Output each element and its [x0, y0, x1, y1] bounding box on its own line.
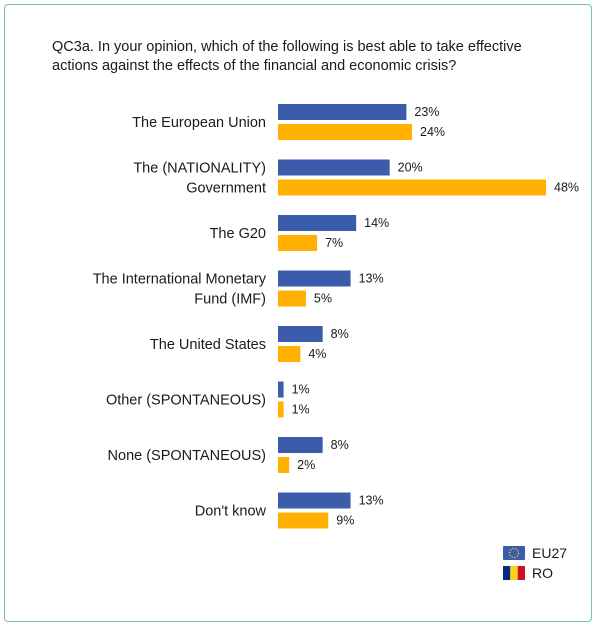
bar-eu27 [278, 159, 390, 176]
data-label: 9% [336, 514, 354, 528]
category-label: The United States [150, 337, 266, 353]
data-label: 1% [292, 403, 310, 417]
ro-flag-yellow [510, 566, 518, 580]
bar-eu27 [278, 437, 323, 453]
bar-eu27 [278, 270, 351, 287]
bar-ro [278, 290, 306, 307]
bar-ro [278, 124, 412, 140]
data-label: 4% [308, 347, 326, 361]
ro-flag-blue [503, 566, 511, 580]
bar-eu27 [278, 215, 357, 231]
data-label: 8% [331, 327, 349, 341]
data-label: 24% [420, 125, 445, 139]
category-label: None (SPONTANEOUS) [108, 448, 266, 464]
bar-ro [278, 401, 284, 418]
data-label: 2% [297, 458, 315, 472]
category-label: The (NATIONALITY) Government [133, 161, 266, 197]
bar-ro [278, 457, 290, 473]
legend-label: RO [532, 565, 553, 581]
data-label: 13% [359, 494, 384, 508]
bar-ro [278, 512, 329, 529]
legend-label: EU27 [532, 545, 567, 561]
data-label: 48% [554, 181, 579, 195]
data-label: 1% [292, 383, 310, 397]
data-label: 20% [398, 161, 423, 175]
category-label: The G20 [210, 226, 266, 242]
data-label: 5% [314, 292, 332, 306]
bar-eu27 [278, 381, 284, 398]
chart-title: QC3a. In your opinion, which of the foll… [52, 39, 522, 74]
bar-eu27 [278, 492, 351, 509]
category-label: The European Union [132, 115, 266, 131]
ro-flag-red [517, 566, 525, 580]
bar-eu27 [278, 104, 407, 120]
data-label: 8% [331, 438, 349, 452]
data-label: 14% [364, 216, 389, 230]
bar-ro [278, 179, 546, 196]
bar-eu27 [278, 326, 323, 342]
category-label: The International Monetary Fund (IMF) [93, 272, 267, 308]
eu-flag-icon [503, 546, 525, 560]
category-label: Other (SPONTANEOUS) [106, 393, 266, 409]
bar-ro [278, 346, 301, 362]
bar-ro [278, 235, 318, 251]
data-label: 7% [325, 236, 343, 250]
data-label: 23% [414, 105, 439, 119]
category-label: Don't know [195, 504, 267, 520]
data-label: 13% [359, 272, 384, 286]
eu-stars [508, 547, 520, 559]
